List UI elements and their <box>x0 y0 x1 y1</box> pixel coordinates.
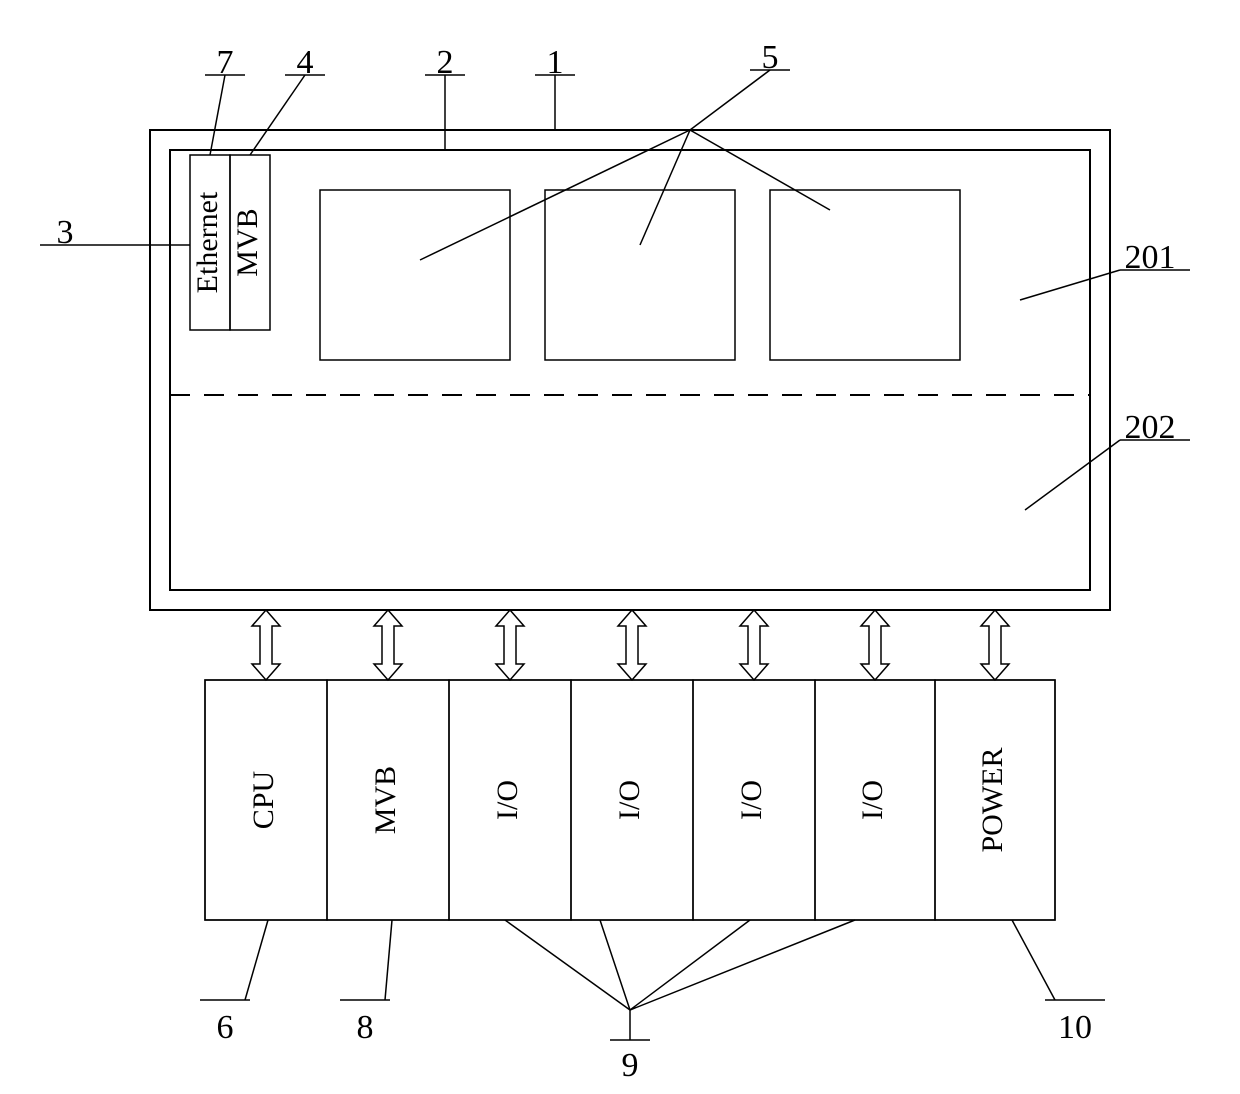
connector-arrow <box>374 610 402 680</box>
lower-module-label: I/O <box>735 780 768 820</box>
connector-arrow <box>740 610 768 680</box>
lower-module-label: I/O <box>613 780 646 820</box>
ethernet-label: Ethernet <box>191 191 224 293</box>
lower-module-label: POWER <box>976 748 1009 853</box>
callout-label: 10 <box>1058 1009 1092 1046</box>
connector-arrow <box>496 610 524 680</box>
connector-arrow <box>252 610 280 680</box>
callout-label: 9 <box>622 1047 639 1084</box>
lower-module-label: I/O <box>856 780 889 820</box>
connector-arrow <box>618 610 646 680</box>
outer-frame <box>150 130 1110 610</box>
lower-module-label: CPU <box>247 770 280 829</box>
mvb-label: MVB <box>231 208 264 276</box>
callout-label: 8 <box>357 1009 374 1046</box>
callout-label: 6 <box>217 1009 234 1046</box>
upper-slot <box>770 190 960 360</box>
connector-arrow <box>981 610 1009 680</box>
lower-module-label: I/O <box>491 780 524 820</box>
connector-arrow <box>861 610 889 680</box>
lower-module-label: MVB <box>369 766 402 834</box>
inner-frame <box>170 150 1090 590</box>
upper-slot <box>320 190 510 360</box>
upper-slot <box>545 190 735 360</box>
